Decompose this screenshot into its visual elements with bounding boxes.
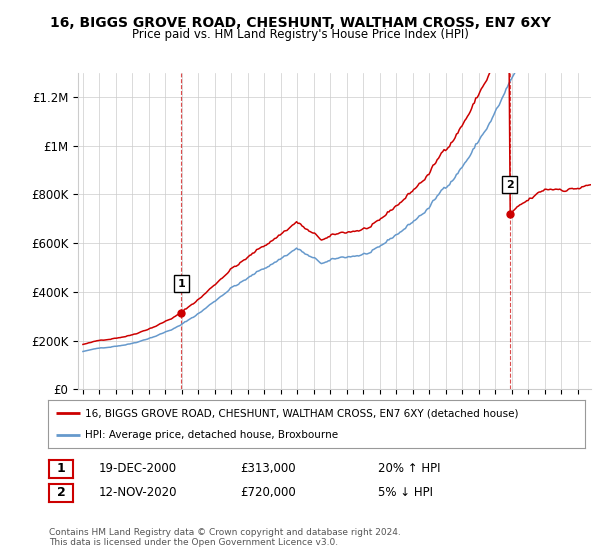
Text: 12-NOV-2020: 12-NOV-2020 [99,486,178,500]
Text: 16, BIGGS GROVE ROAD, CHESHUNT, WALTHAM CROSS, EN7 6XY: 16, BIGGS GROVE ROAD, CHESHUNT, WALTHAM … [49,16,551,30]
Text: 20% ↑ HPI: 20% ↑ HPI [378,462,440,475]
Text: Price paid vs. HM Land Registry's House Price Index (HPI): Price paid vs. HM Land Registry's House … [131,28,469,41]
Text: 1: 1 [57,462,65,475]
Text: 19-DEC-2000: 19-DEC-2000 [99,462,177,475]
Text: 2: 2 [506,180,514,190]
Text: Contains HM Land Registry data © Crown copyright and database right 2024.
This d: Contains HM Land Registry data © Crown c… [49,528,401,547]
Text: 16, BIGGS GROVE ROAD, CHESHUNT, WALTHAM CROSS, EN7 6XY (detached house): 16, BIGGS GROVE ROAD, CHESHUNT, WALTHAM … [85,408,518,418]
Text: £313,000: £313,000 [240,462,296,475]
Text: HPI: Average price, detached house, Broxbourne: HPI: Average price, detached house, Brox… [85,430,338,440]
Text: 5% ↓ HPI: 5% ↓ HPI [378,486,433,500]
Text: £720,000: £720,000 [240,486,296,500]
Text: 1: 1 [178,279,185,289]
Text: 2: 2 [57,486,65,500]
